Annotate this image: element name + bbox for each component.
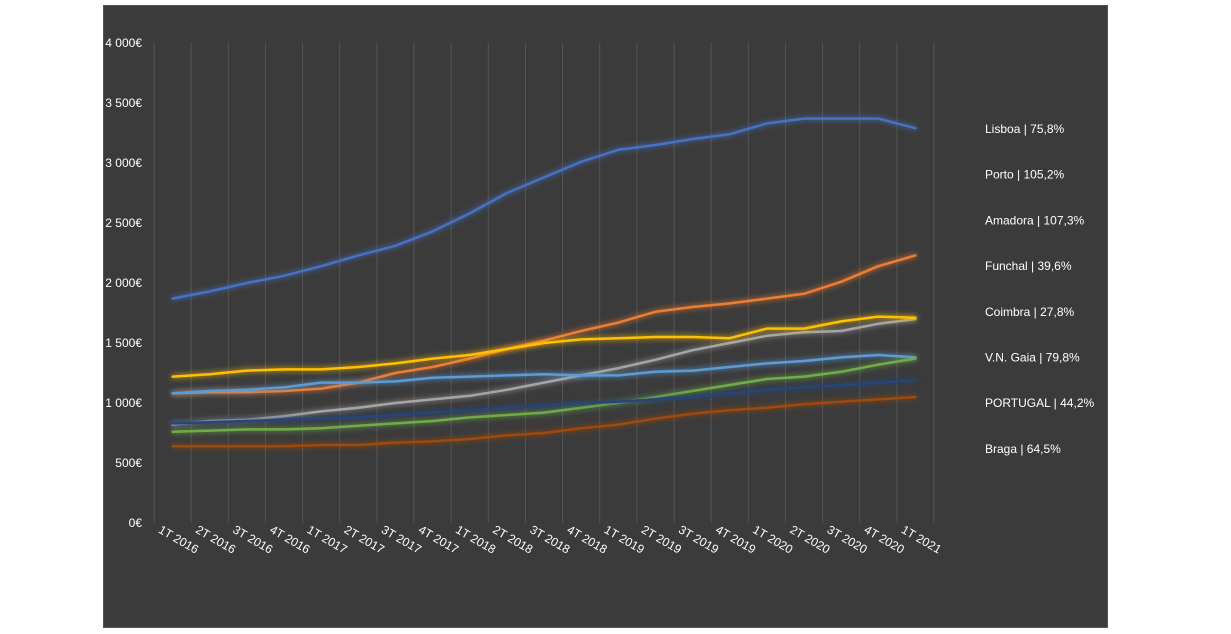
y-tick-label: 3 000€ bbox=[105, 156, 142, 170]
x-tick-label: 2T 2020 bbox=[788, 523, 833, 557]
series-line-6 bbox=[171, 378, 917, 425]
x-tick-label: 2T 2017 bbox=[342, 523, 387, 557]
grid-lines bbox=[153, 43, 935, 523]
x-tick-label: 4T 2016 bbox=[268, 523, 313, 557]
x-tick-label: 4T 2020 bbox=[862, 523, 907, 557]
x-tick-label: 1T 2019 bbox=[602, 523, 647, 557]
series-line-2 bbox=[171, 317, 917, 426]
x-tick-label: 2T 2018 bbox=[490, 523, 535, 557]
y-axis: 0€ 500€ 1 000€ 1 500€ 2 000€ 2 500€ 3 000€ 3 50… bbox=[105, 36, 142, 530]
x-tick-label: 4T 2018 bbox=[565, 523, 610, 557]
x-tick-label: 1T 2017 bbox=[305, 523, 350, 557]
legend-label: Lisboa | 75,8% bbox=[985, 122, 1065, 136]
y-tick-label: 500€ bbox=[115, 456, 142, 470]
series-line-3 bbox=[171, 315, 917, 378]
y-tick-label: 1 000€ bbox=[105, 396, 142, 410]
chart-frame: 0€ 500€ 1 000€ 1 500€ 2 000€ 2 500€ 3 000€ 3 50… bbox=[103, 5, 1108, 628]
series-line-5 bbox=[171, 357, 917, 434]
x-tick-label: 4T 2017 bbox=[416, 523, 461, 557]
x-tick-label: 3T 2016 bbox=[230, 523, 275, 557]
y-tick-label: 3 500€ bbox=[105, 96, 142, 110]
x-tick-label: 1T 2020 bbox=[750, 523, 795, 557]
x-tick-label: 1T 2016 bbox=[156, 523, 201, 557]
legend-label: V.N. Gaia | 79,8% bbox=[985, 351, 1080, 365]
x-tick-label: 2T 2019 bbox=[639, 523, 684, 557]
x-tick-label: 3T 2018 bbox=[528, 523, 573, 557]
legend-label: Funchal | 39,6% bbox=[985, 259, 1072, 273]
x-tick-label: 1T 2018 bbox=[453, 523, 498, 557]
series-line-1 bbox=[171, 254, 917, 395]
y-tick-label: 4 000€ bbox=[105, 36, 142, 50]
series-line-4 bbox=[171, 353, 917, 395]
line-chart: 0€ 500€ 1 000€ 1 500€ 2 000€ 2 500€ 3 000€ 3 50… bbox=[105, 36, 1094, 557]
legend: Lisboa | 75,8% Porto | 105,2% Amadora | 10… bbox=[949, 122, 1094, 456]
x-tick-label: 4T 2019 bbox=[713, 523, 758, 557]
y-tick-label: 0€ bbox=[129, 516, 143, 530]
x-tick-label: 1T 2021 bbox=[899, 523, 944, 557]
series-line-7 bbox=[171, 395, 917, 448]
series-lines bbox=[171, 117, 917, 448]
y-tick-label: 2 000€ bbox=[105, 276, 142, 290]
legend-label: Coimbra | 27,8% bbox=[985, 305, 1074, 319]
legend-label: Braga | 64,5% bbox=[985, 442, 1061, 456]
y-tick-label: 1 500€ bbox=[105, 336, 142, 350]
legend-label: PORTUGAL | 44,2% bbox=[985, 396, 1094, 410]
x-tick-label: 3T 2020 bbox=[825, 523, 870, 557]
x-tick-label: 3T 2019 bbox=[676, 523, 721, 557]
x-tick-label: 2T 2016 bbox=[193, 523, 238, 557]
y-tick-label: 2 500€ bbox=[105, 216, 142, 230]
series-line-0 bbox=[171, 117, 917, 300]
legend-label: Porto | 105,2% bbox=[985, 168, 1064, 182]
legend-label: Amadora | 107,3% bbox=[985, 213, 1085, 227]
x-tick-label: 3T 2017 bbox=[379, 523, 424, 557]
